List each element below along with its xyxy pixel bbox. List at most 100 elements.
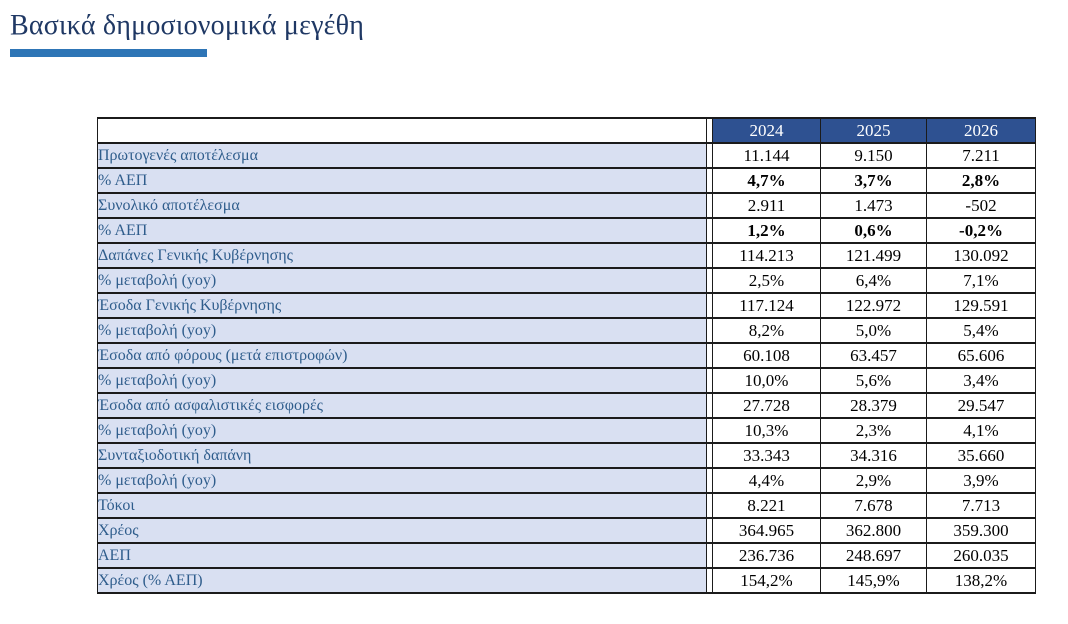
- value-cell-2024: 27.728: [712, 392, 821, 419]
- value-cell-2024: 4,7%: [712, 167, 821, 194]
- table-row: Έσοδα Γενικής Κυβέρνησης 117.124 122.972 12…: [97, 292, 1036, 319]
- value-cell-2025: 2,9%: [820, 467, 927, 494]
- row-label: Πρωτογενές αποτέλεσμα: [97, 142, 707, 169]
- value-cell-2024: 1,2%: [712, 217, 821, 244]
- row-label: Συνταξιοδοτική δαπάνη: [97, 442, 707, 469]
- corner-header-cell: [97, 117, 707, 144]
- value-cell-2024: 364.965: [712, 517, 821, 544]
- table-row: % ΑΕΠ 4,7% 3,7% 2,8%: [97, 167, 1036, 194]
- row-label: % ΑΕΠ: [97, 167, 707, 194]
- row-label: Συνολικό αποτέλεσμα: [97, 192, 707, 219]
- value-cell-2025: 6,4%: [820, 267, 927, 294]
- value-cell-2026: 138,2%: [926, 567, 1036, 594]
- value-cell-2024: 8.221: [712, 492, 821, 519]
- value-cell-2024: 2.911: [712, 192, 821, 219]
- row-label: % μεταβολή (yoy): [97, 317, 707, 344]
- fiscal-table-container: 2024 2025 2026 Πρωτογενές αποτέλεσμα 11.1…: [97, 117, 1036, 594]
- row-label: ΑΕΠ: [97, 542, 707, 569]
- value-cell-2025: 145,9%: [820, 567, 927, 594]
- table-row: % ΑΕΠ 1,2% 0,6% -0,2%: [97, 217, 1036, 244]
- value-cell-2026: 129.591: [926, 292, 1036, 319]
- fiscal-table: 2024 2025 2026 Πρωτογενές αποτέλεσμα 11.1…: [97, 117, 1036, 594]
- value-cell-2026: 130.092: [926, 242, 1036, 269]
- row-label: Χρέος (% ΑΕΠ): [97, 567, 707, 594]
- value-cell-2026: 3,9%: [926, 467, 1036, 494]
- value-cell-2024: 117.124: [712, 292, 821, 319]
- title-underline-bar: [10, 49, 207, 57]
- row-label: Έσοδα Γενικής Κυβέρνησης: [97, 292, 707, 319]
- value-cell-2024: 60.108: [712, 342, 821, 369]
- value-cell-2026: 29.547: [926, 392, 1036, 419]
- row-label: Χρέος: [97, 517, 707, 544]
- value-cell-2025: 122.972: [820, 292, 927, 319]
- table-row: Δαπάνες Γενικής Κυβέρνησης 114.213 121.499…: [97, 242, 1036, 269]
- value-cell-2026: 4,1%: [926, 417, 1036, 444]
- value-cell-2025: 5,6%: [820, 367, 927, 394]
- table-header-row: 2024 2025 2026: [97, 117, 1036, 144]
- value-cell-2024: 10,3%: [712, 417, 821, 444]
- table-row: % μεταβολή (yoy) 10,0% 5,6% 3,4%: [97, 367, 1036, 394]
- value-cell-2026: 2,8%: [926, 167, 1036, 194]
- value-cell-2026: 7.713: [926, 492, 1036, 519]
- value-cell-2025: 63.457: [820, 342, 927, 369]
- value-cell-2024: 10,0%: [712, 367, 821, 394]
- table-row: Συνταξιοδοτική δαπάνη 33.343 34.316 35.660: [97, 442, 1036, 469]
- table-row: Έσοδα από ασφαλιστικές εισφορές 27.728 28.…: [97, 392, 1036, 419]
- value-cell-2025: 2,3%: [820, 417, 927, 444]
- value-cell-2025: 5,0%: [820, 317, 927, 344]
- row-label: Τόκοι: [97, 492, 707, 519]
- value-cell-2024: 236.736: [712, 542, 821, 569]
- table-row: Πρωτογενές αποτέλεσμα 11.144 9.150 7.211: [97, 142, 1036, 169]
- value-cell-2026: -502: [926, 192, 1036, 219]
- value-cell-2025: 0,6%: [820, 217, 927, 244]
- value-cell-2024: 11.144: [712, 142, 821, 169]
- table-row: Συνολικό αποτέλεσμα 2.911 1.473 -502: [97, 192, 1036, 219]
- value-cell-2026: 35.660: [926, 442, 1036, 469]
- value-cell-2025: 34.316: [820, 442, 927, 469]
- value-cell-2026: 7.211: [926, 142, 1036, 169]
- table-row: % μεταβολή (yoy) 8,2% 5,0% 5,4%: [97, 317, 1036, 344]
- row-label: % μεταβολή (yoy): [97, 467, 707, 494]
- row-label: Δαπάνες Γενικής Κυβέρνησης: [97, 242, 707, 269]
- row-label: % μεταβολή (yoy): [97, 417, 707, 444]
- value-cell-2025: 248.697: [820, 542, 927, 569]
- value-cell-2024: 8,2%: [712, 317, 821, 344]
- value-cell-2025: 7.678: [820, 492, 927, 519]
- row-label: % ΑΕΠ: [97, 217, 707, 244]
- value-cell-2026: 65.606: [926, 342, 1036, 369]
- value-cell-2025: 1.473: [820, 192, 927, 219]
- value-cell-2024: 2,5%: [712, 267, 821, 294]
- value-cell-2026: 5,4%: [926, 317, 1036, 344]
- year-column-header-2024: 2024: [712, 117, 821, 144]
- value-cell-2024: 114.213: [712, 242, 821, 269]
- row-label: Έσοδα από ασφαλιστικές εισφορές: [97, 392, 707, 419]
- value-cell-2026: -0,2%: [926, 217, 1036, 244]
- value-cell-2025: 9.150: [820, 142, 927, 169]
- page-title: Βασικά δημοσιονομικά μεγέθη: [10, 10, 365, 41]
- value-cell-2025: 121.499: [820, 242, 927, 269]
- table-row: Χρέος 364.965 362.800 359.300: [97, 517, 1036, 544]
- table-body: Πρωτογενές αποτέλεσμα 11.144 9.150 7.211% Α…: [97, 142, 1036, 594]
- table-row: ΑΕΠ 236.736 248.697 260.035: [97, 542, 1036, 569]
- value-cell-2026: 3,4%: [926, 367, 1036, 394]
- table-row: Τόκοι 8.221 7.678 7.713: [97, 492, 1036, 519]
- value-cell-2026: 7,1%: [926, 267, 1036, 294]
- value-cell-2025: 362.800: [820, 517, 927, 544]
- row-label: Έσοδα από φόρους (μετά επιστροφών): [97, 342, 707, 369]
- row-label: % μεταβολή (yoy): [97, 267, 707, 294]
- value-cell-2024: 33.343: [712, 442, 821, 469]
- value-cell-2024: 4,4%: [712, 467, 821, 494]
- row-label: % μεταβολή (yoy): [97, 367, 707, 394]
- value-cell-2026: 359.300: [926, 517, 1036, 544]
- value-cell-2025: 3,7%: [820, 167, 927, 194]
- value-cell-2024: 154,2%: [712, 567, 821, 594]
- year-column-header-2026: 2026: [926, 117, 1036, 144]
- table-row: Χρέος (% ΑΕΠ) 154,2% 145,9% 138,2%: [97, 567, 1036, 594]
- table-row: % μεταβολή (yoy) 4,4% 2,9% 3,9%: [97, 467, 1036, 494]
- table-row: Έσοδα από φόρους (μετά επιστροφών) 60.108…: [97, 342, 1036, 369]
- value-cell-2026: 260.035: [926, 542, 1036, 569]
- year-column-header-2025: 2025: [820, 117, 927, 144]
- value-cell-2025: 28.379: [820, 392, 927, 419]
- table-row: % μεταβολή (yoy) 10,3% 2,3% 4,1%: [97, 417, 1036, 444]
